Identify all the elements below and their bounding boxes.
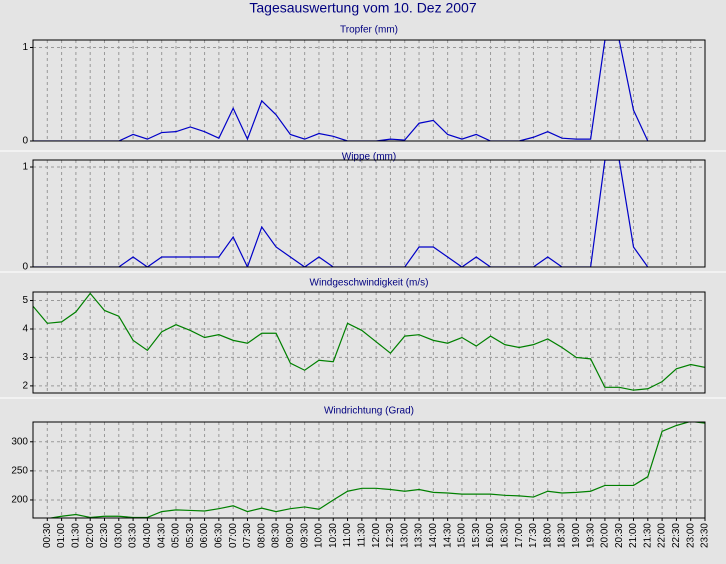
x-tick-label: 22:30 [671,523,682,548]
x-tick-label: 13:30 [414,523,425,548]
x-tick-label: 14:00 [428,523,439,548]
data-line [33,160,649,267]
y-tick-label: 1 [22,162,28,173]
page-title: Tagesauswertung vom 10. Dez 2007 [249,0,476,16]
x-tick-label: 16:30 [499,523,510,548]
x-tick-label: 09:30 [299,523,310,548]
x-tick-label: 10:30 [328,523,339,548]
plot-frame [32,159,706,268]
x-tick-label: 20:00 [600,523,611,548]
y-tick-label: 3 [22,352,28,363]
x-tick-label: 18:00 [542,523,553,548]
x-tick-label: 20:30 [614,523,625,548]
x-tick-label: 11:30 [356,523,367,548]
plot-frame [32,291,706,394]
y-tick-label: 250 [11,466,28,477]
x-tick-label: 19:00 [571,523,582,548]
x-tick-label: 02:00 [85,523,96,548]
x-tick-label: 08:30 [271,523,282,548]
x-tick-label: 05:30 [185,523,196,548]
x-tick-label: 14:30 [442,523,453,548]
x-tick-label: 04:30 [156,523,167,548]
x-tick-label: 11:00 [342,523,353,548]
x-tick-label: 21:30 [642,523,653,548]
panel-title: Tropfer (mm) [340,25,398,36]
x-tick-label: 10:00 [314,523,325,548]
data-line [33,40,649,141]
x-tick-label: 23:00 [685,523,696,548]
x-tick-label: 07:00 [228,523,239,548]
panel-title: Windrichtung (Grad) [324,406,414,417]
x-tick-label: 19:30 [585,523,596,548]
plot-frame [32,39,706,142]
data-line [33,292,705,391]
x-tick-label: 13:00 [399,523,410,548]
x-tick-label: 03:30 [128,523,139,548]
data-line [47,422,705,518]
x-tick-label: 07:30 [242,523,253,548]
y-tick-label: 0 [22,136,28,147]
x-tick-label: 23:30 [700,523,711,548]
y-tick-label: 4 [22,324,28,335]
y-tick-label: 0 [22,262,28,273]
x-tick-label: 05:00 [171,523,182,548]
x-tick-label: 09:00 [285,523,296,548]
x-tick-label: 03:00 [113,523,124,548]
x-tick-label: 16:00 [485,523,496,548]
x-tick-label: 18:30 [557,523,568,548]
x-tick-label: 06:00 [199,523,210,548]
x-tick-label: 00:30 [42,523,53,548]
y-tick-label: 300 [11,436,28,447]
x-tick-label: 21:00 [628,523,639,548]
x-tick-label: 17:00 [514,523,525,548]
x-tick-label: 15:30 [471,523,482,548]
x-tick-label: 04:00 [142,523,153,548]
x-tick-label: 17:30 [528,523,539,548]
plot-frame [32,421,706,519]
y-tick-label: 200 [11,495,28,506]
x-tick-label: 08:00 [256,523,267,548]
x-tick-label: 01:30 [71,523,82,548]
x-tick-label: 12:30 [385,523,396,548]
x-tick-label: 15:00 [457,523,468,548]
panel-title: Windgeschwindigkeit (m/s) [310,278,429,289]
y-tick-label: 5 [22,295,28,306]
x-tick-label: 12:00 [371,523,382,548]
x-tick-label: 22:00 [657,523,668,548]
y-tick-label: 1 [22,42,28,53]
y-tick-label: 2 [22,381,28,392]
x-tick-label: 01:00 [56,523,67,548]
x-tick-label: 02:30 [99,523,110,548]
x-tick-label: 06:30 [214,523,225,548]
panel-title: Wippe (mm) [342,152,396,163]
